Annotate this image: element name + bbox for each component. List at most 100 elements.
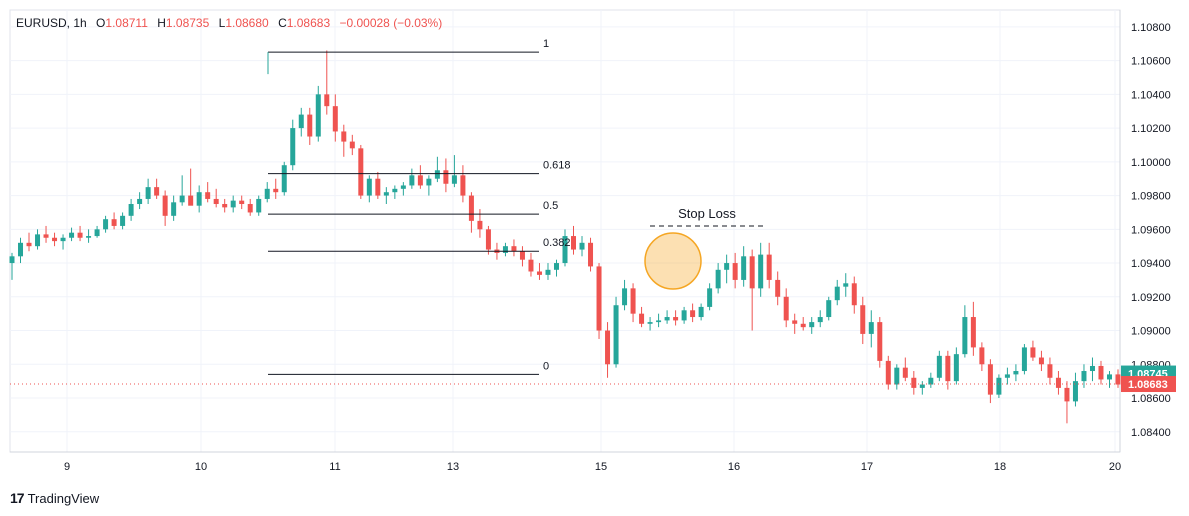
candle-body[interactable] — [843, 283, 849, 287]
candle-body[interactable] — [154, 187, 160, 196]
candle-body[interactable] — [468, 195, 474, 221]
candle-body[interactable] — [715, 269, 721, 289]
candle-body[interactable] — [400, 185, 406, 189]
candle-body[interactable] — [94, 229, 100, 237]
candle-body[interactable] — [485, 229, 491, 250]
candle-body[interactable] — [860, 305, 866, 334]
candle-body[interactable] — [222, 204, 228, 208]
candle-body[interactable] — [1038, 357, 1044, 365]
candle-body[interactable] — [366, 178, 372, 196]
candle-body[interactable] — [1115, 374, 1121, 385]
candle-body[interactable] — [562, 236, 568, 264]
candle-body[interactable] — [426, 178, 432, 186]
candle-body[interactable] — [409, 175, 415, 186]
candle-body[interactable] — [511, 246, 517, 252]
candle-body[interactable] — [987, 364, 993, 395]
candle-body[interactable] — [52, 237, 58, 242]
candle-body[interactable] — [800, 323, 806, 328]
candle-body[interactable] — [315, 94, 321, 137]
candle-body[interactable] — [868, 322, 874, 334]
candle-body[interactable] — [171, 202, 177, 216]
candle-body[interactable] — [826, 300, 832, 318]
candle-body[interactable] — [69, 232, 75, 238]
candle-body[interactable] — [707, 288, 713, 307]
candle-body[interactable] — [103, 219, 109, 230]
candle-body[interactable] — [264, 188, 270, 199]
candle-body[interactable] — [902, 367, 908, 378]
candle-body[interactable] — [18, 242, 24, 257]
candle-body[interactable] — [273, 188, 279, 193]
candle-body[interactable] — [681, 310, 687, 321]
candle-body[interactable] — [358, 148, 364, 196]
candle-body[interactable] — [375, 178, 381, 196]
candle-body[interactable] — [783, 296, 789, 321]
candle-body[interactable] — [979, 347, 985, 365]
candle-body[interactable] — [1013, 371, 1019, 375]
candle-body[interactable] — [128, 204, 134, 216]
candle-body[interactable] — [451, 175, 457, 184]
candle-body[interactable] — [970, 317, 976, 348]
candle-body[interactable] — [605, 330, 611, 365]
candle-body[interactable] — [851, 283, 857, 306]
candle-body[interactable] — [817, 317, 823, 323]
candle-body[interactable] — [9, 256, 15, 264]
tradingview-logo[interactable]: 17 TradingView — [10, 490, 99, 506]
candle-body[interactable] — [324, 94, 330, 107]
candle-body[interactable] — [256, 198, 262, 213]
candle-body[interactable] — [460, 175, 466, 196]
candle-body[interactable] — [536, 271, 542, 275]
candle-body[interactable] — [834, 286, 840, 301]
candle-body[interactable] — [579, 242, 585, 250]
candle-body[interactable] — [43, 234, 49, 238]
candle-body[interactable] — [766, 254, 772, 280]
candle-body[interactable] — [60, 237, 66, 242]
candle-body[interactable] — [1064, 387, 1070, 402]
candle-body[interactable] — [1004, 374, 1010, 378]
candle-body[interactable] — [664, 317, 670, 321]
candle-body[interactable] — [936, 355, 942, 378]
candle-body[interactable] — [928, 377, 934, 385]
candle-body[interactable] — [434, 170, 440, 179]
candle-body[interactable] — [281, 165, 287, 193]
candle-body[interactable] — [877, 322, 883, 361]
candle-body[interactable] — [298, 114, 304, 129]
candle-body[interactable] — [911, 377, 917, 388]
candle-body[interactable] — [919, 384, 925, 388]
candle-body[interactable] — [1030, 347, 1036, 358]
candle-body[interactable] — [1089, 365, 1095, 372]
candle-body[interactable] — [613, 305, 619, 365]
candle-body[interactable] — [545, 269, 551, 275]
candle-body[interactable] — [741, 256, 747, 280]
candle-body[interactable] — [332, 106, 338, 132]
candle-body[interactable] — [571, 236, 577, 250]
candle-body[interactable] — [690, 310, 696, 318]
candle-body[interactable] — [307, 114, 313, 137]
candle-body[interactable] — [1021, 347, 1027, 372]
candle-body[interactable] — [383, 192, 389, 196]
candle-body[interactable] — [290, 128, 296, 166]
interval-label[interactable]: 1h — [73, 16, 87, 30]
candle-body[interactable] — [111, 219, 117, 226]
candle-body[interactable] — [945, 355, 951, 382]
candle-body[interactable] — [179, 195, 185, 203]
candle-body[interactable] — [553, 263, 559, 270]
candle-body[interactable] — [213, 198, 219, 205]
candle-body[interactable] — [35, 234, 41, 247]
candle-body[interactable] — [588, 242, 594, 267]
candle-body[interactable] — [162, 195, 168, 216]
candle-body[interactable] — [630, 288, 636, 314]
candle-body[interactable] — [758, 254, 764, 289]
candle-body[interactable] — [792, 320, 798, 324]
candle-body[interactable] — [647, 322, 653, 324]
candle-body[interactable] — [775, 279, 781, 297]
candle-body[interactable] — [443, 170, 449, 184]
candle-body[interactable] — [596, 266, 602, 331]
candle-body[interactable] — [528, 259, 534, 272]
candle-body[interactable] — [656, 320, 662, 323]
candle-body[interactable] — [26, 242, 32, 247]
candle-body[interactable] — [519, 251, 525, 260]
candle-body[interactable] — [885, 360, 891, 385]
candle-body[interactable] — [417, 175, 423, 186]
candle-body[interactable] — [996, 377, 1002, 395]
